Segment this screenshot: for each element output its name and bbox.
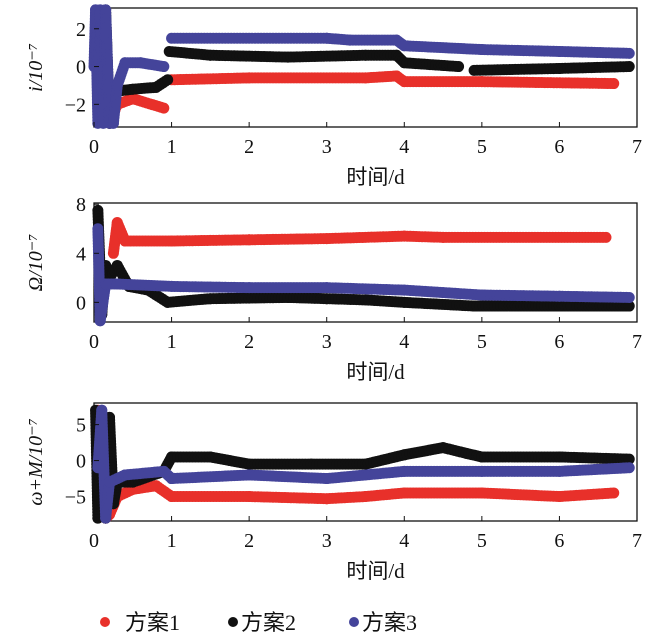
y-tick-label: 5 <box>76 415 86 437</box>
series-1 <box>104 70 620 129</box>
y-axis-label: ω+M/10⁻⁷ <box>25 418 47 505</box>
data-point <box>608 487 620 499</box>
x-tick-label: 6 <box>554 136 564 158</box>
x-tick-label: 6 <box>554 530 564 552</box>
legend-marker-1 <box>100 617 110 627</box>
x-tick-label: 7 <box>632 530 642 552</box>
x-tick-label: 2 <box>244 136 254 158</box>
x-tick-label: 1 <box>167 136 177 158</box>
y-tick-label: 0 <box>76 57 86 79</box>
data-point <box>623 462 635 474</box>
x-tick-label: 3 <box>322 530 332 552</box>
data-point <box>623 453 635 465</box>
panel-2: 0 1 2 3 4 5 6 7 8 4 0 时间/d Ω/10⁻⁷ <box>25 194 642 384</box>
data-point <box>600 231 612 243</box>
y-tick-label: 0 <box>76 292 86 314</box>
x-tick-label: 1 <box>167 331 177 353</box>
x-tick-label: 0 <box>89 136 99 158</box>
y-axis-label: Ω/10⁻⁷ <box>25 234 47 292</box>
legend: 方案1 方案2 方案3 <box>100 610 417 635</box>
x-tick-label: 0 <box>89 331 99 353</box>
series-1 <box>107 217 612 259</box>
x-axis-label: 时间/d <box>346 559 405 583</box>
series-3 <box>92 404 635 524</box>
y-tick-label: 0 <box>76 451 86 473</box>
x-axis-label: 时间/d <box>346 165 405 189</box>
panel-1: 0 1 2 3 4 5 6 720−2时间/di/10⁻⁷ <box>25 4 642 189</box>
legend-label-2: 方案2 <box>241 610 296 635</box>
series-2 <box>90 404 635 524</box>
series-3 <box>92 223 635 327</box>
series-2 <box>100 4 635 129</box>
data-point <box>608 78 620 90</box>
x-tick-label: 5 <box>477 331 487 353</box>
x-tick-label: 4 <box>399 331 409 353</box>
data-point <box>623 47 635 59</box>
series-2 <box>92 204 635 321</box>
x-axis-label: 时间/d <box>346 360 405 384</box>
x-tick-label: 4 <box>399 530 409 552</box>
y-tick-label: −2 <box>65 94 86 116</box>
data-point <box>623 300 635 312</box>
series-3 <box>88 4 635 129</box>
data-point <box>623 291 635 303</box>
y-tick-label: 8 <box>76 194 86 216</box>
legend-marker-2 <box>228 617 238 627</box>
x-tick-label: 4 <box>399 136 409 158</box>
x-tick-label: 7 <box>632 136 642 158</box>
legend-label-1: 方案1 <box>125 610 180 635</box>
x-tick-label: 5 <box>477 136 487 158</box>
x-tick-label: 3 <box>322 331 332 353</box>
data-point <box>453 61 465 73</box>
legend-label-3: 方案3 <box>362 610 417 635</box>
y-axis-label: i/10⁻⁷ <box>25 43 47 92</box>
y-tick-label: −5 <box>65 487 86 509</box>
x-tick-label: 3 <box>322 136 332 158</box>
y-tick-label: 4 <box>76 243 86 265</box>
data-point <box>623 61 635 73</box>
legend-marker-3 <box>349 617 359 627</box>
x-tick-label: 5 <box>477 530 487 552</box>
y-tick-label: 2 <box>76 19 86 41</box>
data-point <box>158 61 170 73</box>
x-tick-label: 6 <box>554 331 564 353</box>
x-tick-label: 1 <box>167 530 177 552</box>
data-point <box>158 102 170 114</box>
x-tick-label: 7 <box>632 331 642 353</box>
x-tick-label: 2 <box>244 331 254 353</box>
data-point <box>162 74 174 86</box>
x-tick-label: 2 <box>244 530 254 552</box>
x-tick-label: 0 <box>89 530 99 552</box>
panel-3: 0 1 2 3 4 5 6 750−5时间/dω+M/10⁻⁷ <box>25 402 642 583</box>
